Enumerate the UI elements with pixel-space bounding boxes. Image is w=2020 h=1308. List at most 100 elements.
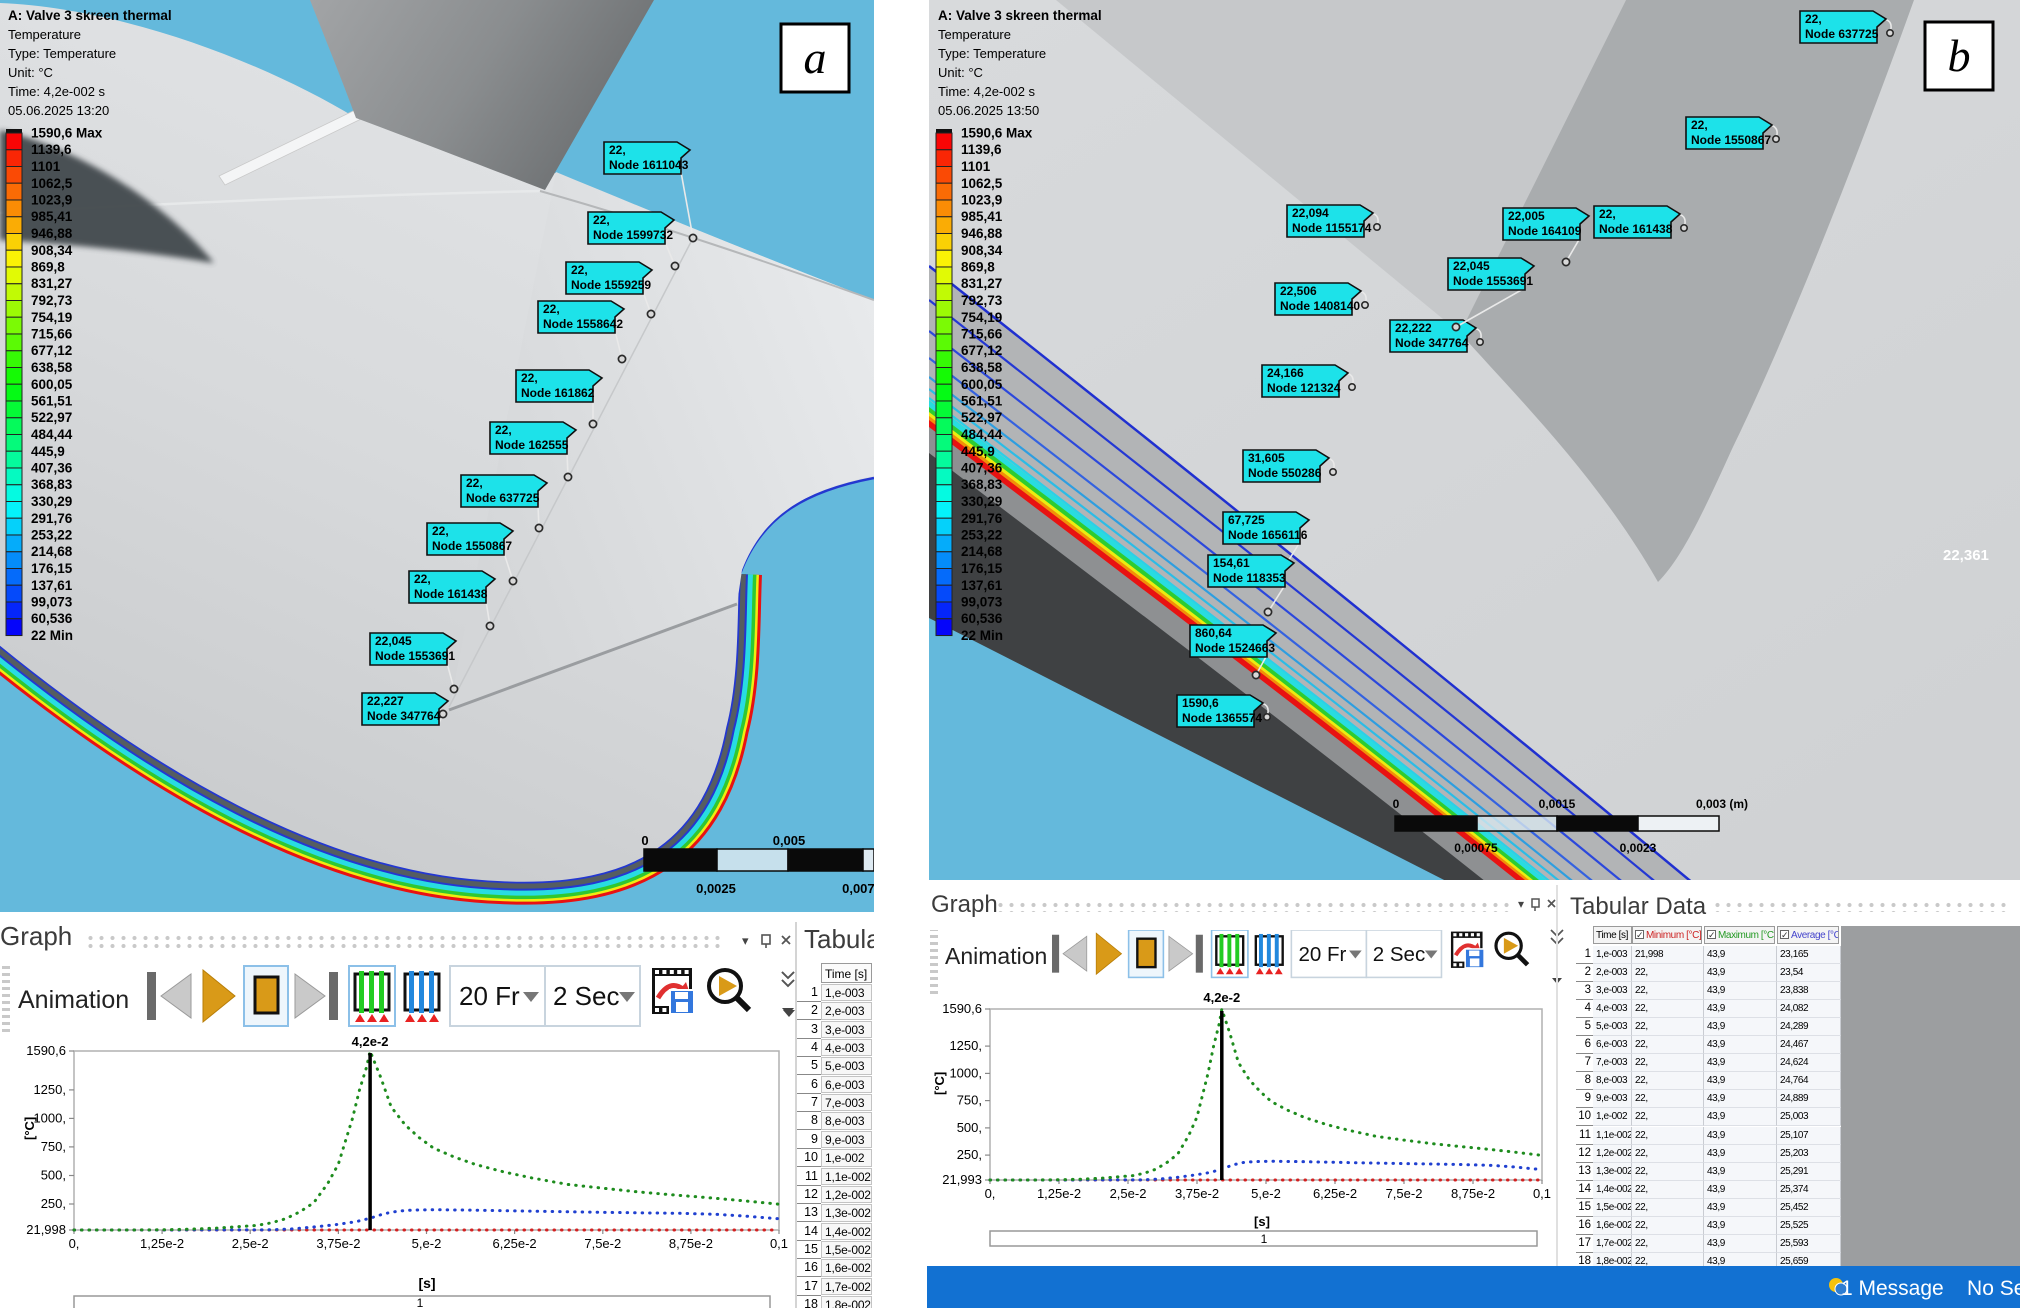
- svg-text:Temperature: Temperature: [8, 27, 81, 42]
- svg-text:1590,6 Max: 1590,6 Max: [961, 126, 1033, 141]
- svg-text:484,44: 484,44: [31, 427, 73, 442]
- svg-text:Node 1611043: Node 1611043: [609, 158, 689, 172]
- svg-text:500,: 500,: [41, 1168, 66, 1183]
- svg-text:2 Sec: 2 Sec: [1373, 943, 1426, 966]
- svg-text:0: 0: [641, 833, 648, 848]
- svg-text:831,27: 831,27: [961, 276, 1002, 291]
- svg-text:Node 550286: Node 550286: [1248, 466, 1322, 480]
- svg-text:Type: Temperature: Type: Temperature: [8, 46, 116, 61]
- svg-text:985,41: 985,41: [31, 209, 73, 224]
- svg-text:1139,6: 1139,6: [31, 142, 72, 157]
- svg-text:05.06.2025 13:50: 05.06.2025 13:50: [938, 103, 1039, 118]
- svg-text:1062,5: 1062,5: [961, 176, 1003, 191]
- svg-text:Node 637725: Node 637725: [1805, 27, 1879, 41]
- svg-text:368,83: 368,83: [961, 477, 1003, 492]
- svg-text:[s]: [s]: [1254, 1214, 1270, 1229]
- svg-text:6,25e-2: 6,25e-2: [1313, 1186, 1357, 1201]
- svg-text:0,0015: 0,0015: [1539, 797, 1576, 811]
- svg-text:Node 1559259: Node 1559259: [571, 278, 651, 292]
- svg-text:1590,6 Max: 1590,6 Max: [31, 126, 103, 141]
- svg-text:Node 1524663: Node 1524663: [1195, 641, 1275, 655]
- svg-text:22,: 22,: [466, 476, 483, 490]
- svg-text:22,506: 22,506: [1280, 284, 1317, 298]
- svg-text:176,15: 176,15: [961, 561, 1003, 576]
- svg-text:1000,: 1000,: [33, 1110, 66, 1125]
- svg-text:Node 161862: Node 161862: [521, 386, 595, 400]
- svg-text:137,61: 137,61: [31, 578, 73, 593]
- svg-text:1101: 1101: [961, 159, 991, 174]
- svg-text:638,58: 638,58: [31, 360, 73, 375]
- svg-text:Node 637725: Node 637725: [466, 491, 540, 505]
- svg-text:Node 162555: Node 162555: [495, 438, 569, 452]
- svg-text:99,073: 99,073: [961, 595, 1003, 610]
- svg-text:4,2e-2: 4,2e-2: [1203, 990, 1240, 1005]
- svg-text:522,97: 522,97: [961, 410, 1002, 425]
- svg-text:Node 347764: Node 347764: [367, 709, 441, 723]
- svg-text:946,88: 946,88: [31, 226, 73, 241]
- svg-text:21,998: 21,998: [26, 1222, 66, 1237]
- svg-text:1023,9: 1023,9: [961, 193, 1002, 208]
- svg-text:1250,: 1250,: [949, 1038, 982, 1053]
- svg-text:985,41: 985,41: [961, 209, 1003, 224]
- svg-text:99,073: 99,073: [31, 595, 73, 610]
- svg-text:22 Min: 22 Min: [31, 628, 73, 643]
- svg-text:407,36: 407,36: [31, 461, 73, 476]
- svg-text:22,: 22,: [521, 371, 538, 385]
- svg-text:2,5e-2: 2,5e-2: [232, 1236, 269, 1251]
- svg-text:Node 118353: Node 118353: [1213, 571, 1286, 585]
- svg-text:750,: 750,: [957, 1093, 982, 1108]
- svg-text:22,361: 22,361: [1943, 547, 1989, 564]
- svg-text:8,75e-2: 8,75e-2: [1451, 1186, 1495, 1201]
- svg-text:Node 1550867: Node 1550867: [1691, 133, 1771, 147]
- svg-text:b: b: [1948, 30, 1971, 81]
- svg-text:715,66: 715,66: [961, 327, 1003, 342]
- svg-text:22,: 22,: [1805, 12, 1822, 26]
- svg-text:20 Fr: 20 Fr: [1298, 943, 1346, 966]
- svg-text:214,68: 214,68: [961, 544, 1003, 559]
- svg-text:330,29: 330,29: [961, 494, 1002, 509]
- svg-text:1590,6: 1590,6: [26, 1043, 66, 1058]
- svg-text:0,003 (m): 0,003 (m): [1696, 797, 1748, 811]
- svg-text:869,8: 869,8: [961, 260, 995, 275]
- svg-text:677,12: 677,12: [31, 343, 72, 358]
- svg-text:445,9: 445,9: [961, 444, 995, 459]
- svg-text:2 Sec: 2 Sec: [553, 981, 620, 1011]
- svg-text:0,: 0,: [985, 1186, 996, 1201]
- svg-text:Node 1656116: Node 1656116: [1228, 528, 1308, 542]
- svg-text:908,34: 908,34: [961, 243, 1003, 258]
- svg-text:22,: 22,: [1691, 118, 1708, 132]
- svg-text:214,68: 214,68: [31, 544, 73, 559]
- svg-text:250,: 250,: [41, 1196, 66, 1211]
- svg-text:[°C]: [°C]: [22, 1117, 37, 1140]
- svg-text:8,75e-2: 8,75e-2: [669, 1236, 713, 1251]
- svg-text:31,605: 31,605: [1248, 451, 1285, 465]
- svg-text:Type: Temperature: Type: Temperature: [938, 46, 1046, 61]
- svg-text:407,36: 407,36: [961, 461, 1003, 476]
- svg-text:253,22: 253,22: [961, 528, 1002, 543]
- svg-text:67,725: 67,725: [1228, 513, 1265, 527]
- svg-text:792,73: 792,73: [31, 293, 73, 308]
- svg-text:22,: 22,: [593, 213, 610, 227]
- svg-text:A: Valve 3 skreen thermal: A: Valve 3 skreen thermal: [938, 8, 1102, 23]
- svg-text:Temperature: Temperature: [938, 27, 1011, 42]
- svg-text:2,5e-2: 2,5e-2: [1110, 1186, 1147, 1201]
- svg-text:0,1: 0,1: [1533, 1186, 1551, 1201]
- svg-text:754,19: 754,19: [31, 310, 72, 325]
- svg-text:600,05: 600,05: [961, 377, 1003, 392]
- svg-text:5,e-2: 5,e-2: [412, 1236, 442, 1251]
- svg-text:5,e-2: 5,e-2: [1251, 1186, 1281, 1201]
- svg-text:1023,9: 1023,9: [31, 193, 72, 208]
- svg-text:176,15: 176,15: [31, 561, 73, 576]
- svg-text:60,536: 60,536: [31, 611, 73, 626]
- svg-text:0: 0: [1393, 797, 1400, 811]
- svg-text:1139,6: 1139,6: [961, 142, 1002, 157]
- svg-text:3,75e-2: 3,75e-2: [316, 1236, 360, 1251]
- svg-text:60,536: 60,536: [961, 611, 1003, 626]
- svg-text:21,993: 21,993: [942, 1172, 982, 1187]
- svg-text:[s]: [s]: [418, 1275, 435, 1291]
- svg-text:Node 1550867: Node 1550867: [432, 539, 512, 553]
- svg-text:6,25e-2: 6,25e-2: [493, 1236, 537, 1251]
- svg-text:7,5e-2: 7,5e-2: [1386, 1186, 1423, 1201]
- svg-text:1000,: 1000,: [949, 1065, 982, 1080]
- svg-text:Node 121324: Node 121324: [1267, 381, 1341, 395]
